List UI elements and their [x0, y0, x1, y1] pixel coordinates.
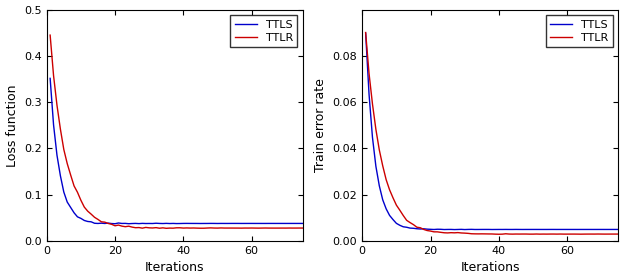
X-axis label: Iterations: Iterations [461, 262, 520, 274]
Legend: TTLS, TTLR: TTLS, TTLR [230, 15, 298, 47]
Legend: TTLS, TTLR: TTLS, TTLR [545, 15, 613, 47]
Y-axis label: Train error rate: Train error rate [314, 78, 327, 172]
Y-axis label: Loss function: Loss function [6, 84, 19, 167]
X-axis label: Iterations: Iterations [145, 262, 205, 274]
